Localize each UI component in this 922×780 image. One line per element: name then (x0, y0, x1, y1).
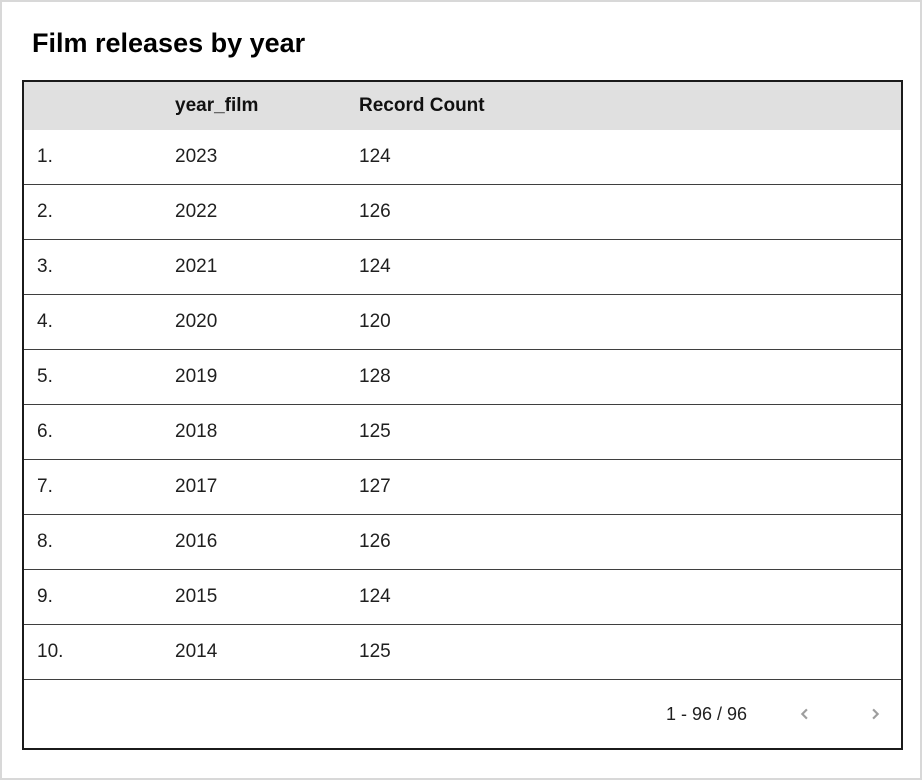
row-index-cell: 10. (37, 641, 64, 662)
pagination-prev-button[interactable] (793, 703, 815, 725)
year-film-cell: 2016 (175, 531, 218, 552)
header-cell-record-count[interactable]: Record Count (359, 95, 485, 116)
year-film-cell: 2019 (175, 366, 218, 387)
table-row[interactable]: 3. 2021 124 (24, 240, 901, 295)
chevron-right-icon (866, 704, 886, 724)
year-film-cell: 2018 (175, 421, 218, 442)
row-index-cell: 6. (37, 421, 53, 442)
record-count-cell: 125 (359, 421, 391, 442)
row-index-cell: 9. (37, 586, 53, 607)
row-index-cell: 1. (37, 146, 53, 167)
pagination-range-label: 1 - 96 / 96 (665, 703, 747, 724)
record-count-cell: 124 (359, 256, 391, 277)
record-count-cell: 125 (359, 641, 391, 662)
row-index-cell: 4. (37, 311, 53, 332)
record-count-cell: 128 (359, 366, 391, 387)
data-table: year_film Record Count 1. 2023 124 2. 20… (22, 80, 903, 750)
table-body: 1. 2023 124 2. 2022 126 3. 2021 124 4. 2… (24, 130, 901, 680)
row-index-cell: 8. (37, 531, 53, 552)
row-index-cell: 2. (37, 201, 53, 222)
table-row[interactable]: 1. 2023 124 (24, 130, 901, 185)
year-film-cell: 2017 (175, 476, 218, 497)
table-row[interactable]: 8. 2016 126 (24, 515, 901, 570)
table-footer: 1 - 96 / 96 (24, 680, 901, 748)
record-count-cell: 126 (359, 531, 391, 552)
table-header-row: year_film Record Count (24, 82, 901, 130)
table-row[interactable]: 10. 2014 125 (24, 625, 901, 680)
row-index-cell: 3. (37, 256, 53, 277)
row-index-cell: 5. (37, 366, 53, 387)
year-film-cell: 2023 (175, 146, 218, 167)
table-row[interactable]: 2. 2022 126 (24, 185, 901, 240)
chart-title: Film releases by year (32, 28, 306, 58)
year-film-cell: 2020 (175, 311, 218, 332)
chevron-left-icon (794, 704, 814, 724)
record-count-cell: 126 (359, 201, 391, 222)
table-row[interactable]: 7. 2017 127 (24, 460, 901, 515)
record-count-cell: 124 (359, 586, 391, 607)
year-film-cell: 2014 (175, 641, 218, 662)
table-row[interactable]: 9. 2015 124 (24, 570, 901, 625)
record-count-cell: 124 (359, 146, 391, 167)
table-row[interactable]: 5. 2019 128 (24, 350, 901, 405)
table-row[interactable]: 6. 2018 125 (24, 405, 901, 460)
record-count-cell: 127 (359, 476, 391, 497)
header-cell-year-film[interactable]: year_film (175, 95, 259, 116)
row-index-cell: 7. (37, 476, 53, 497)
record-count-cell: 120 (359, 311, 391, 332)
year-film-cell: 2022 (175, 201, 218, 222)
year-film-cell: 2021 (175, 256, 218, 277)
pagination-next-button[interactable] (865, 703, 887, 725)
table-row[interactable]: 4. 2020 120 (24, 295, 901, 350)
year-film-cell: 2015 (175, 586, 218, 607)
